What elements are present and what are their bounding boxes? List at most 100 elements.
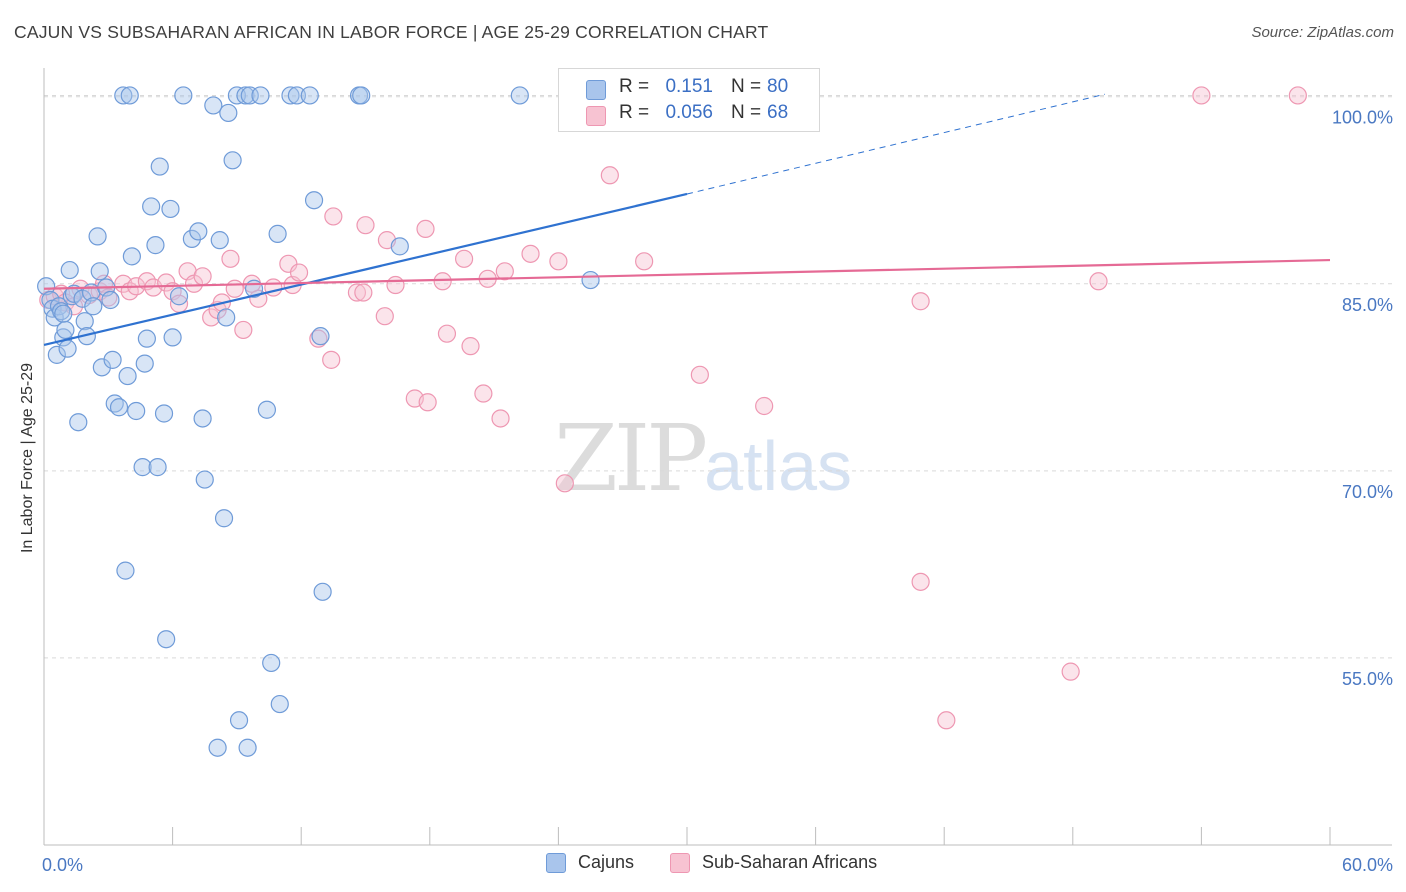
cajun-point	[109, 398, 129, 417]
cajun-point	[193, 409, 212, 428]
cajun-point	[92, 358, 111, 377]
subsaharan-point	[690, 365, 709, 384]
subsaharan-label: Sub-Saharan Africans	[702, 852, 878, 872]
subsaharan-point	[461, 337, 480, 356]
subsaharan-point	[386, 275, 405, 295]
x-tick-label: 0.0%	[42, 855, 83, 875]
r-value: 0.151	[665, 76, 713, 97]
cajun-point	[390, 237, 409, 256]
cajun-point	[240, 86, 259, 105]
cajun-point	[229, 711, 249, 730]
correlation-legend: R = 0.151 N = 80 R = 0.056 N = 68	[558, 68, 820, 132]
y-tick-label: 55.0%	[1342, 669, 1393, 689]
subsaharan-point	[549, 252, 568, 271]
cajun-trend-line	[43, 192, 688, 346]
subsaharan-point	[347, 283, 367, 302]
cajun-point	[60, 260, 79, 280]
legend-row-subsaharan: R = 0.056 N = 68	[559, 102, 819, 128]
cajun-point	[148, 458, 167, 477]
cajun-point	[281, 86, 300, 105]
cajun-trend-extension	[686, 93, 1106, 195]
n-label: N =	[731, 76, 762, 97]
trend-lines	[43, 93, 1331, 346]
cajun-point	[135, 354, 154, 373]
cajun-point	[210, 231, 229, 250]
subsaharan-trend-line	[43, 258, 1331, 290]
cajun-point	[189, 222, 208, 241]
cajun-point	[214, 509, 234, 528]
watermark-zip: ZIP	[554, 405, 708, 512]
watermark: ZIPatlas	[554, 405, 852, 512]
cajun-point	[54, 304, 73, 323]
subsaharan-point	[322, 350, 341, 369]
cajun-point	[56, 320, 75, 340]
cajun-point	[300, 86, 319, 105]
subsaharan-point	[911, 572, 930, 591]
subsaharan-point	[911, 292, 930, 311]
subsaharan-point	[289, 263, 309, 282]
cajun-point	[37, 277, 56, 296]
subsaharan-point	[324, 207, 343, 226]
cajun-point	[103, 350, 122, 369]
subsaharan-point	[234, 320, 253, 340]
cajun-point	[122, 247, 141, 266]
y-tick-label: 85.0%	[1342, 295, 1393, 315]
cajun-point	[58, 339, 77, 358]
subsaharan-point	[202, 308, 221, 327]
cajun-point	[262, 653, 281, 673]
subsaharan-point	[437, 324, 457, 343]
cajun-point	[157, 630, 176, 649]
subsaharan-swatch	[670, 853, 690, 873]
cajun-point	[313, 582, 332, 601]
cajun-point	[268, 224, 287, 243]
subsaharan-point	[356, 216, 375, 235]
cajun-point	[304, 191, 324, 210]
subsaharan-point	[433, 272, 452, 291]
subsaharan-point	[555, 474, 574, 493]
cajun-point	[146, 236, 165, 255]
subsaharan-point	[635, 252, 654, 271]
subsaharan-point	[193, 267, 212, 286]
cajun-point	[52, 302, 71, 321]
cajun-point	[84, 297, 103, 316]
cajuns-swatch	[586, 80, 606, 100]
cajun-point	[127, 401, 146, 421]
cajun-point	[204, 96, 223, 115]
cajun-point	[174, 86, 193, 105]
n-label: N =	[731, 102, 762, 123]
cajun-point	[101, 290, 120, 310]
cajun-point	[208, 738, 227, 757]
cajun-point	[311, 327, 330, 346]
cajun-point	[217, 308, 236, 327]
subsaharan-point	[1089, 272, 1108, 291]
subsaharan-point	[354, 283, 373, 302]
data-points	[37, 86, 1307, 757]
subsaharan-point	[309, 329, 328, 348]
tick-labels: 55.0% 70.0% 85.0% 100.0% 0.0% 60.0%	[42, 108, 1393, 875]
cajun-point	[90, 262, 109, 281]
y-tick-label: 70.0%	[1342, 482, 1393, 502]
cajun-point	[219, 103, 238, 123]
legend-row-cajuns: R = 0.151 N = 80	[559, 76, 819, 102]
cajun-point	[69, 413, 88, 432]
subsaharan-point	[495, 262, 514, 281]
subsaharan-point	[221, 249, 240, 268]
cajun-point	[223, 151, 242, 170]
subsaharan-swatch	[586, 106, 606, 126]
r-label: R =	[619, 102, 650, 123]
subsaharan-point	[755, 396, 774, 416]
cajun-point	[137, 329, 156, 348]
cajun-point	[163, 328, 182, 347]
subsaharan-point	[454, 249, 474, 268]
cajun-point	[257, 400, 277, 419]
n-value: 68	[767, 102, 789, 123]
cajun-point	[116, 561, 135, 580]
subsaharan-point	[225, 279, 244, 298]
cajun-point	[150, 157, 169, 176]
watermark-atlas: atlas	[704, 427, 853, 505]
cajun-point	[182, 229, 201, 248]
subsaharan-point	[937, 711, 956, 730]
chart-title: CAJUN VS SUBSAHARAN AFRICAN IN LABOR FOR…	[14, 22, 769, 42]
x-tick-label: 60.0%	[1342, 855, 1393, 875]
